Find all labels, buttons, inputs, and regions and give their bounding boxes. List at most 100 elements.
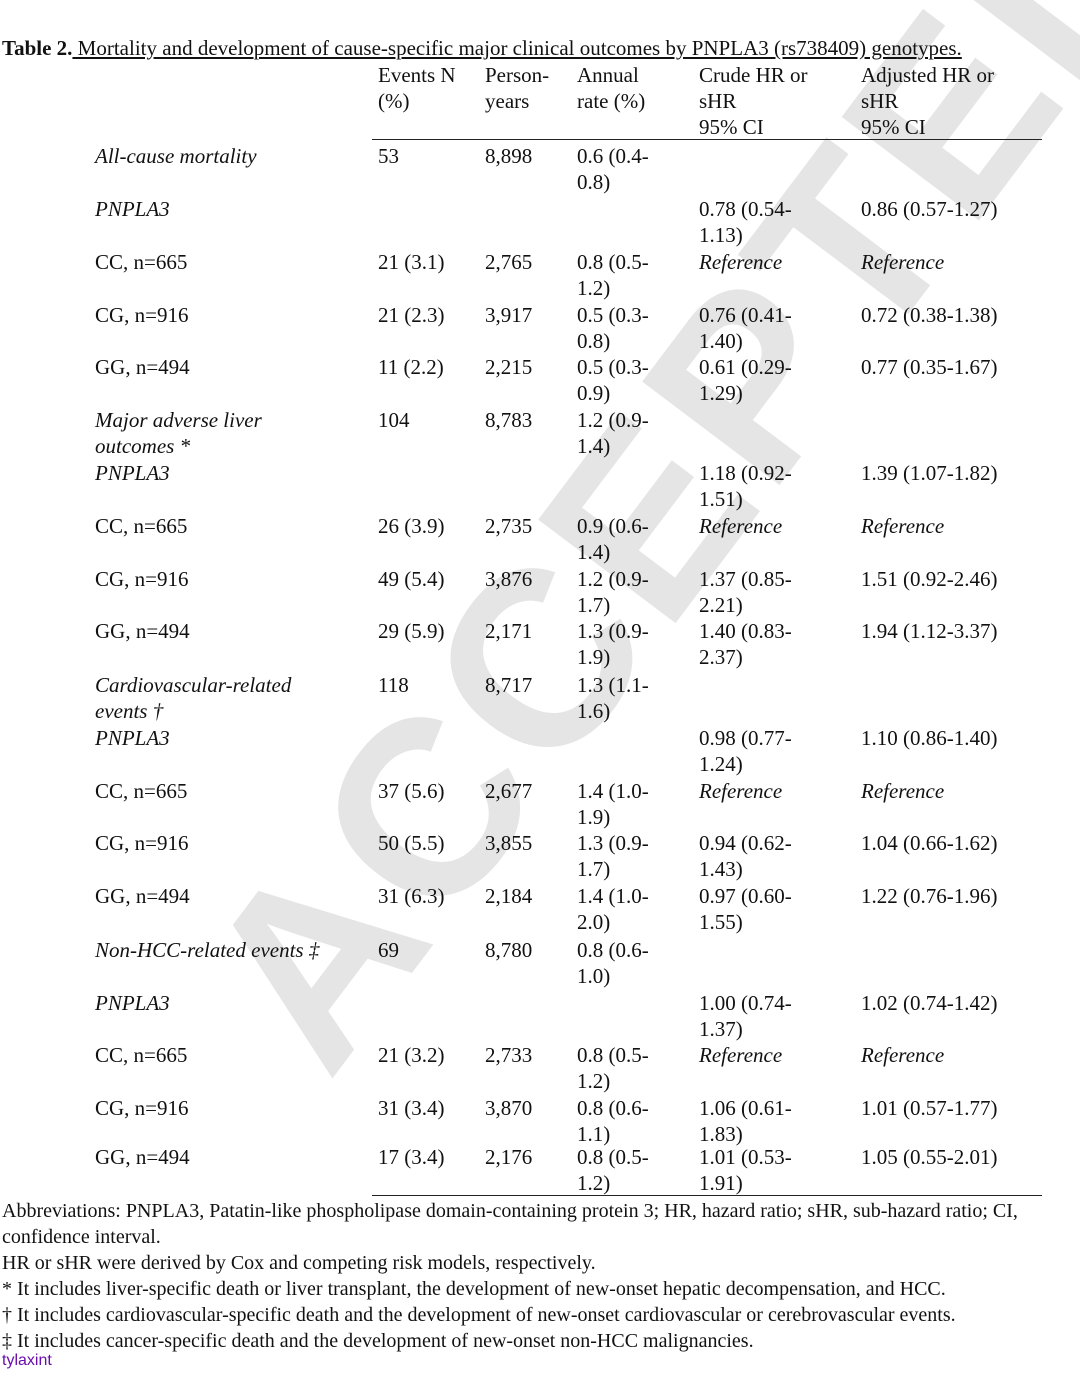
person-years-value: 8,898 xyxy=(485,144,533,168)
adjusted-hr-value: 1.39 (1.07-1.82) xyxy=(861,461,998,485)
header-adjusted-hr: Adjusted HR or xyxy=(861,63,994,87)
crude-hr-value: 1.24) xyxy=(699,752,743,776)
adjusted-hr-value: 1.10 (0.86-1.40) xyxy=(861,726,998,750)
crude-hr-value: 0.97 (0.60- xyxy=(699,884,792,908)
header-person-years: years xyxy=(485,89,530,113)
adjusted-hr-value: 1.94 (1.12-3.37) xyxy=(861,619,998,643)
crude-hr-value: 0.94 (0.62- xyxy=(699,831,792,855)
adjusted-hr-value: 1.05 (0.55-2.01) xyxy=(861,1145,998,1169)
person-years-value: 8,780 xyxy=(485,938,533,962)
events-value: 118 xyxy=(378,673,409,697)
header-annual-rate: rate (%) xyxy=(577,89,646,113)
crude-hr-value: Reference xyxy=(699,779,783,803)
annual-rate-value: 0.8 (0.6- xyxy=(577,938,649,962)
events-value: 104 xyxy=(378,408,410,432)
crude-hr-value: 1.01 (0.53- xyxy=(699,1145,792,1169)
crude-hr-value: 1.00 (0.74- xyxy=(699,991,792,1015)
table-footnote: * It includes liver-specific death or li… xyxy=(2,1278,946,1300)
adjusted-hr-value: Reference xyxy=(861,779,945,803)
annual-rate-value: 1.3 (0.9- xyxy=(577,619,649,643)
annual-rate-value: 1.2) xyxy=(577,1069,611,1093)
annual-rate-value: 1.3 (1.1- xyxy=(577,673,649,697)
annual-rate-value: 0.9 (0.6- xyxy=(577,514,649,538)
annual-rate-value: 1.3 (0.9- xyxy=(577,831,649,855)
row-label: Major adverse liver xyxy=(95,408,262,432)
adjusted-hr-value: Reference xyxy=(861,250,945,274)
row-label: CC, n=665 xyxy=(95,250,188,274)
header-person-years: Person- xyxy=(485,63,550,87)
annual-rate-value: 0.8 (0.5- xyxy=(577,250,649,274)
row-label: CG, n=916 xyxy=(95,1096,189,1120)
crude-hr-value: 0.98 (0.77- xyxy=(699,726,792,750)
person-years-value: 2,765 xyxy=(485,250,533,274)
events-value: 21 (3.1) xyxy=(378,250,445,274)
table-footnote: Abbreviations: PNPLA3, Patatin-like phos… xyxy=(2,1200,1018,1248)
annual-rate-value: 0.8 (0.5- xyxy=(577,1043,649,1067)
table-footnote: † It includes cardiovascular-specific de… xyxy=(2,1304,956,1326)
events-value: 53 xyxy=(378,144,399,168)
events-value: 26 (3.9) xyxy=(378,514,445,538)
row-label: GG, n=494 xyxy=(95,619,190,643)
row-label: CC, n=665 xyxy=(95,1043,188,1067)
crude-hr-value: 0.76 (0.41- xyxy=(699,303,792,327)
table-caption: Table 2. Mortality and development of ca… xyxy=(2,36,1072,60)
crude-hr-value: 2.21) xyxy=(699,593,743,617)
person-years-value: 2,677 xyxy=(485,779,533,803)
adjusted-hr-value: 0.77 (0.35-1.67) xyxy=(861,355,998,379)
table-notes: Abbreviations: PNPLA3, Patatin-like phos… xyxy=(2,1198,1078,1354)
annual-rate-value: 1.4 (1.0- xyxy=(577,884,649,908)
crude-hr-value: 1.29) xyxy=(699,381,743,405)
row-label: GG, n=494 xyxy=(95,355,190,379)
header-annual-rate: Annual xyxy=(577,63,639,87)
annual-rate-value: 0.8) xyxy=(577,170,611,194)
annual-rate-value: 1.7) xyxy=(577,593,611,617)
header-events: Events N xyxy=(378,63,456,87)
header-crude-hr: 95% CI xyxy=(699,115,764,139)
events-value: 11 (2.2) xyxy=(378,355,444,379)
events-value: 21 (2.3) xyxy=(378,303,445,327)
adjusted-hr-value: Reference xyxy=(861,1043,945,1067)
row-label: PNPLA3 xyxy=(95,991,170,1015)
annual-rate-value: 1.2) xyxy=(577,1171,611,1195)
annual-rate-value: 1.4 (1.0- xyxy=(577,779,649,803)
annual-rate-value: 0.8 (0.6- xyxy=(577,1096,649,1120)
row-label: All-cause mortality xyxy=(95,144,257,168)
table-label: Table 2. xyxy=(2,36,73,60)
row-label: Cardiovascular-related xyxy=(95,673,292,697)
annual-rate-value: 1.9) xyxy=(577,645,611,669)
table-bottom-rule xyxy=(372,1195,1042,1196)
crude-hr-value: 1.43) xyxy=(699,857,743,881)
annual-rate-value: 2.0) xyxy=(577,910,611,934)
header-crude-hr: sHR xyxy=(699,89,737,113)
events-value: 69 xyxy=(378,938,399,962)
crude-hr-value: Reference xyxy=(699,514,783,538)
annual-rate-value: 1.2 (0.9- xyxy=(577,567,649,591)
events-value: 49 (5.4) xyxy=(378,567,445,591)
adjusted-hr-value: 1.02 (0.74-1.42) xyxy=(861,991,998,1015)
footer-logo: tylaxint xyxy=(2,1352,52,1369)
crude-hr-value: 1.13) xyxy=(699,223,743,247)
row-label: PNPLA3 xyxy=(95,197,170,221)
person-years-value: 2,171 xyxy=(485,619,533,643)
annual-rate-value: 0.8) xyxy=(577,329,611,353)
annual-rate-value: 0.5 (0.3- xyxy=(577,303,649,327)
crude-hr-value: 1.55) xyxy=(699,910,743,934)
row-label: CG, n=916 xyxy=(95,303,189,327)
events-value: 31 (6.3) xyxy=(378,884,445,908)
row-label: GG, n=494 xyxy=(95,1145,190,1169)
annual-rate-value: 1.1) xyxy=(577,1122,611,1146)
row-label: outcomes * xyxy=(95,434,191,458)
annual-rate-value: 1.2) xyxy=(577,276,611,300)
crude-hr-value: Reference xyxy=(699,1043,783,1067)
annual-rate-value: 0.8 (0.5- xyxy=(577,1145,649,1169)
crude-hr-value: 2.37) xyxy=(699,645,743,669)
crude-hr-value: 1.51) xyxy=(699,487,743,511)
row-label: PNPLA3 xyxy=(95,726,170,750)
person-years-value: 2,735 xyxy=(485,514,533,538)
crude-hr-value: 1.06 (0.61- xyxy=(699,1096,792,1120)
crude-hr-value: 1.83) xyxy=(699,1122,743,1146)
annual-rate-value: 0.6 (0.4- xyxy=(577,144,649,168)
events-value: 31 (3.4) xyxy=(378,1096,445,1120)
crude-hr-value: 0.61 (0.29- xyxy=(699,355,792,379)
person-years-value: 2,184 xyxy=(485,884,533,908)
